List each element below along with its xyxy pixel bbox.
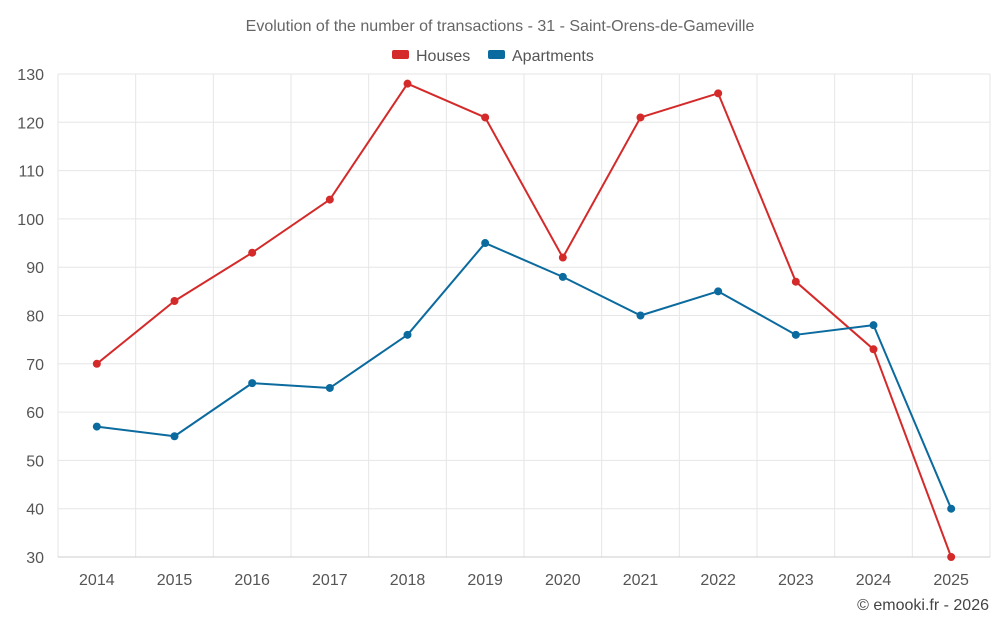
series-line-apartments [96, 242, 953, 510]
data-point-apartments[interactable] [947, 504, 956, 513]
y-tick-label: 60 [26, 405, 44, 422]
legend-swatch-apartments [488, 50, 505, 59]
data-point-houses[interactable] [947, 553, 956, 561]
credit-text: © emooki.fr - 2026 [857, 597, 989, 614]
legend-label-houses: Houses [416, 48, 470, 65]
x-tick-label: 2023 [778, 572, 814, 589]
y-axis: 30 40 50 60 70 80 90 100 110 120 130 [17, 67, 44, 567]
x-tick-label: 2017 [312, 572, 348, 589]
x-tick-label: 2022 [700, 572, 736, 589]
legend-label-apartments: Apartments [512, 48, 594, 65]
data-point-houses[interactable] [248, 248, 257, 257]
grid [57, 73, 991, 558]
y-tick-label: 70 [26, 357, 44, 374]
y-tick-label: 130 [17, 67, 44, 84]
data-point-houses[interactable] [636, 113, 645, 122]
y-tick-label: 30 [26, 550, 44, 567]
data-point-apartments[interactable] [481, 239, 490, 248]
data-point-apartments[interactable] [325, 383, 334, 392]
data-point-houses[interactable] [481, 113, 490, 122]
data-point-apartments[interactable] [636, 311, 645, 320]
x-tick-label: 2014 [79, 572, 115, 589]
y-tick-label: 110 [18, 164, 44, 181]
legend: Houses Apartments [392, 48, 594, 65]
data-point-houses[interactable] [170, 297, 179, 306]
data-point-houses[interactable] [869, 345, 878, 354]
x-tick-label: 2018 [390, 572, 426, 589]
data-point-houses[interactable] [403, 79, 412, 88]
y-tick-label: 50 [26, 453, 44, 470]
data-point-apartments[interactable] [92, 422, 101, 431]
data-point-houses[interactable] [791, 277, 800, 286]
data-point-apartments[interactable] [869, 321, 878, 330]
data-point-apartments[interactable] [170, 432, 179, 441]
legend-item-apartments[interactable]: Apartments [488, 48, 594, 65]
legend-item-houses[interactable]: Houses [392, 48, 470, 65]
x-tick-label: 2015 [157, 572, 193, 589]
y-tick-label: 80 [26, 309, 44, 326]
x-tick-label: 2024 [856, 572, 892, 589]
y-tick-label: 90 [26, 260, 44, 277]
series-line-houses [96, 82, 953, 558]
chart-title: Evolution of the number of transactions … [246, 18, 755, 35]
data-point-apartments[interactable] [248, 379, 257, 388]
y-tick-label: 40 [26, 502, 44, 519]
x-tick-label: 2019 [467, 572, 503, 589]
data-point-houses[interactable] [92, 359, 101, 368]
x-tick-label: 2020 [545, 572, 581, 589]
legend-swatch-houses [392, 50, 409, 59]
data-point-apartments[interactable] [791, 330, 800, 339]
series-houses [92, 79, 956, 561]
x-tick-label: 2025 [933, 572, 969, 589]
data-point-houses[interactable] [714, 89, 723, 98]
series-layer [92, 79, 956, 561]
x-tick-label: 2021 [623, 572, 659, 589]
x-tick-label: 2016 [234, 572, 270, 589]
series-apartments [92, 239, 956, 513]
data-point-apartments[interactable] [558, 272, 567, 281]
x-axis: 2014 2015 2016 2017 2018 2019 2020 2021 2022 2023… [58, 556, 990, 589]
data-point-apartments[interactable] [714, 287, 723, 296]
data-point-apartments[interactable] [403, 330, 412, 339]
data-point-houses[interactable] [325, 195, 334, 204]
data-point-houses[interactable] [558, 253, 567, 262]
y-tick-label: 100 [17, 212, 44, 229]
y-tick-label: 120 [17, 115, 44, 132]
